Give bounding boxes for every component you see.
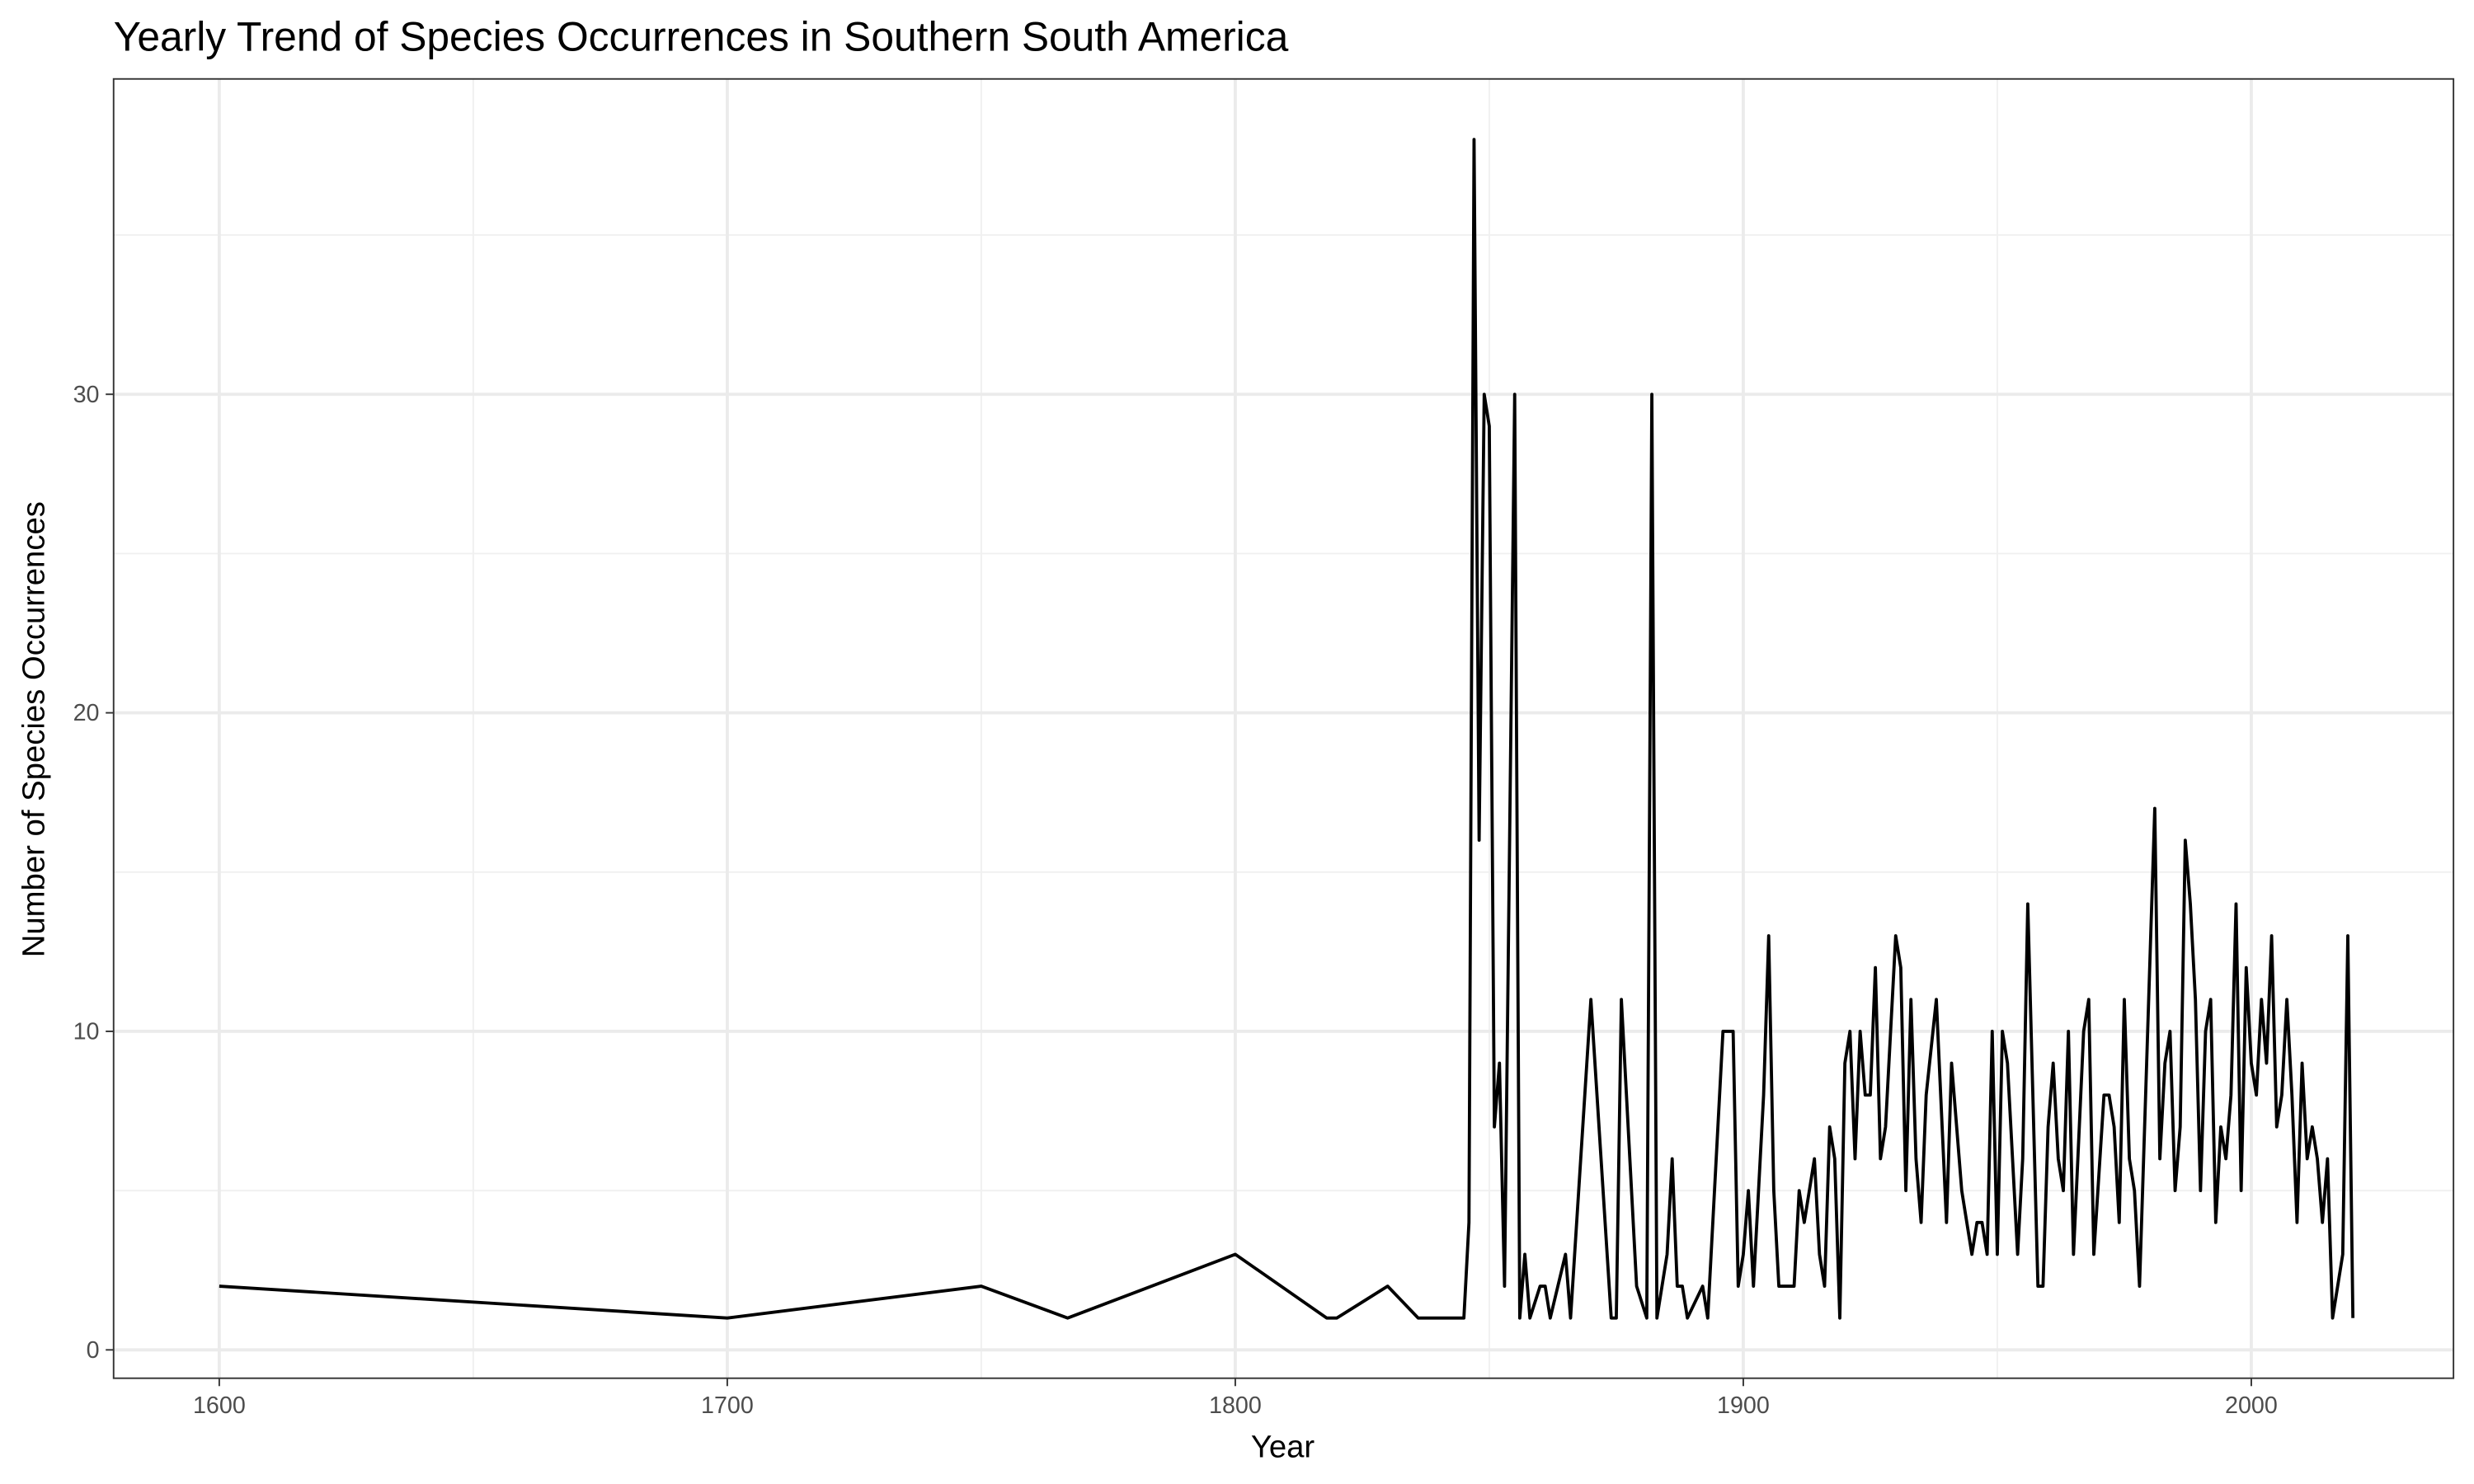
- y-tick-label: 10: [73, 1019, 100, 1045]
- x-axis-title: Year: [1251, 1429, 1315, 1464]
- x-tick-label: 1600: [193, 1392, 246, 1419]
- y-axis-title: Number of Species Occurrences: [16, 501, 52, 957]
- y-tick-label: 0: [87, 1337, 100, 1364]
- x-tick-label: 1700: [701, 1392, 754, 1419]
- x-tick-label: 1800: [1209, 1392, 1262, 1419]
- panel-border: [112, 77, 2455, 1379]
- data-line: [219, 138, 2355, 1320]
- x-tick-label: 1900: [1717, 1392, 1770, 1419]
- y-tick-label: 20: [73, 700, 100, 726]
- chart-title: Yearly Trend of Species Occurrences in S…: [114, 13, 1289, 59]
- x-tick-label: 2000: [2225, 1392, 2278, 1419]
- y-tick-label: 30: [73, 382, 100, 408]
